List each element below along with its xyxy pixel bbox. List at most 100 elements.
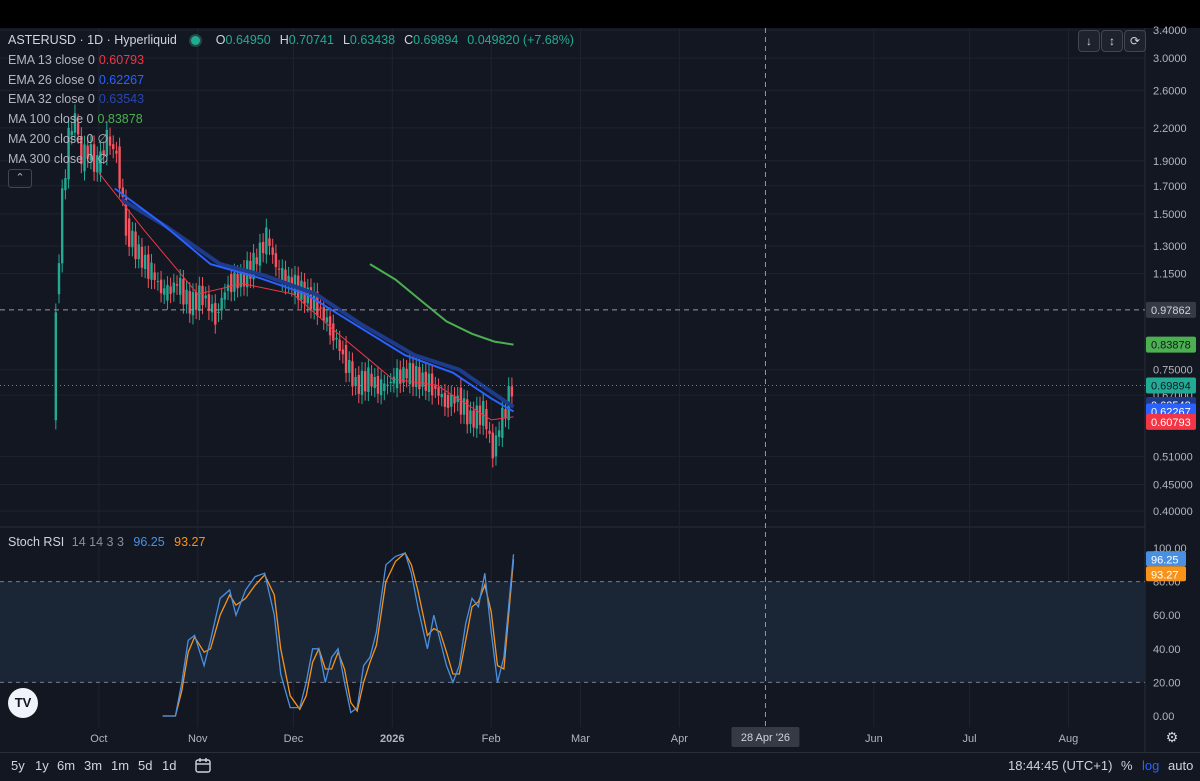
candle-body (504, 409, 507, 419)
candle-body (399, 369, 402, 384)
time-axis: Oct Nov Dec 2026 Feb Mar Apr Jun Jul Aug 28 Apr '2… (90, 727, 1178, 747)
candle-body (143, 254, 147, 270)
candle-body (140, 246, 144, 268)
candle-body (332, 323, 335, 341)
candle-body (201, 285, 204, 306)
candle-body (287, 275, 290, 285)
indicator-value: ∅ (97, 132, 109, 146)
stoch-params: 14 14 3 3 (71, 535, 124, 549)
candle-body (188, 291, 191, 314)
indicator-name: MA 300 close 0 (8, 152, 94, 166)
candle-body (481, 401, 485, 426)
candle-body (108, 136, 112, 146)
candle-body (147, 254, 150, 279)
symbol-title[interactable]: ASTERUSD · 1D · Hyperliquid (8, 33, 177, 47)
candle-body (134, 231, 137, 260)
refresh-icon[interactable]: ⟳ (1124, 30, 1146, 52)
candle-body (112, 144, 115, 150)
high-label: H (279, 33, 289, 47)
chevron-up-icon[interactable]: ⌃ (8, 169, 32, 188)
auto-toggle[interactable]: auto (1168, 758, 1194, 773)
candle-body (354, 377, 357, 386)
stoch-lines (162, 551, 515, 717)
candle-body (491, 432, 494, 459)
candle-body (54, 312, 58, 421)
candle-body (312, 291, 316, 311)
candle-body (446, 394, 450, 408)
calendar-icon[interactable] (194, 756, 212, 774)
candle-body (217, 312, 220, 314)
change-value: 0.049820 (+7.68%) (467, 33, 574, 47)
indicator-ma200[interactable]: MA 200 close 0 ∅ (8, 131, 108, 146)
candle-body (73, 113, 77, 133)
candle-body (284, 269, 287, 286)
tradingview-logo-icon[interactable]: TV (8, 688, 38, 718)
candle-body (386, 384, 389, 386)
indicator-ema13[interactable]: EMA 13 close 0 0.60793 (8, 53, 144, 67)
candle-body (86, 145, 89, 159)
candle-body (153, 272, 156, 280)
price-tick-label: 2.2000 (1153, 123, 1187, 135)
candle-body (179, 277, 182, 295)
price-tag-ema13 (1146, 413, 1196, 430)
candle-body (150, 262, 153, 280)
indicator-ma100[interactable]: MA 100 close 0 0.83878 (8, 112, 143, 126)
crosshair-time-label: 28 Apr '26 (741, 732, 790, 744)
indicator-ema26[interactable]: EMA 26 close 0 0.62267 (8, 73, 144, 87)
candle-body (121, 187, 124, 197)
stoch-tick-label: 60.00 (1153, 610, 1181, 622)
candle-body (488, 430, 491, 434)
candle-body (172, 282, 176, 293)
candle-body (367, 367, 370, 392)
candle-body (268, 238, 271, 246)
candle-body (475, 405, 479, 429)
candle-body (76, 122, 80, 135)
candle-body (316, 291, 319, 316)
time-tick-label: Mar (571, 733, 590, 745)
stoch-rsi-legend[interactable]: Stoch RSI 14 14 3 3 96.25 93.27 (8, 535, 205, 549)
timeframe-1y[interactable]: 1y (35, 758, 49, 773)
stoch-tag-label: 96.25 (1151, 554, 1179, 566)
indicator-name: EMA 32 close 0 (8, 92, 95, 106)
candle-body (207, 294, 211, 311)
stoch-tick-label: 0.00 (1153, 711, 1174, 723)
price-tick-label: 1.9000 (1153, 156, 1187, 168)
open-value: 0.64950 (225, 33, 271, 47)
timeframe-1d[interactable]: 1d (162, 758, 177, 773)
expand-icon[interactable]: ↕ (1101, 30, 1123, 52)
candle-body (99, 151, 102, 173)
percent-toggle[interactable]: % (1121, 758, 1133, 773)
low-value: 0.63438 (349, 33, 396, 47)
price-tick-label: 1.3000 (1153, 241, 1187, 253)
indicator-value: 0.63543 (98, 92, 145, 106)
stoch-tag-d (1146, 566, 1186, 582)
time-tick-label: Nov (188, 733, 208, 745)
timeframe-6m[interactable]: 6m (57, 758, 76, 773)
candle-body (395, 368, 399, 389)
arrow-down-icon[interactable]: ↓ (1078, 30, 1100, 52)
indicator-name: EMA 26 close 0 (8, 73, 95, 87)
indicator-value: 0.83878 (97, 112, 143, 126)
candle-body (70, 131, 73, 136)
log-toggle[interactable]: log (1142, 758, 1160, 773)
candle-body (376, 375, 380, 394)
candle-body (118, 146, 121, 189)
timeframe-3m[interactable]: 3m (84, 758, 103, 773)
clock-time[interactable]: 18:44:45 (UTC+1) (1008, 758, 1113, 773)
timeframe-5y[interactable]: 5y (11, 758, 25, 773)
timeframe-5d[interactable]: 5d (138, 758, 153, 773)
candle-body (440, 394, 443, 398)
market-status-icon (190, 35, 200, 45)
candle-body (325, 317, 329, 323)
candle-body (510, 386, 514, 397)
indicator-ma300[interactable]: MA 300 close 0 ∅ (8, 151, 108, 166)
timeframe-1m[interactable]: 1m (111, 758, 130, 773)
candle-body (418, 366, 421, 390)
candle-body (450, 394, 453, 407)
indicator-ema32[interactable]: EMA 32 close 0 0.63543 (8, 92, 144, 106)
candle-body (166, 284, 169, 301)
candle-body (265, 227, 268, 255)
candle-body (360, 370, 364, 395)
candle-body (258, 242, 262, 266)
